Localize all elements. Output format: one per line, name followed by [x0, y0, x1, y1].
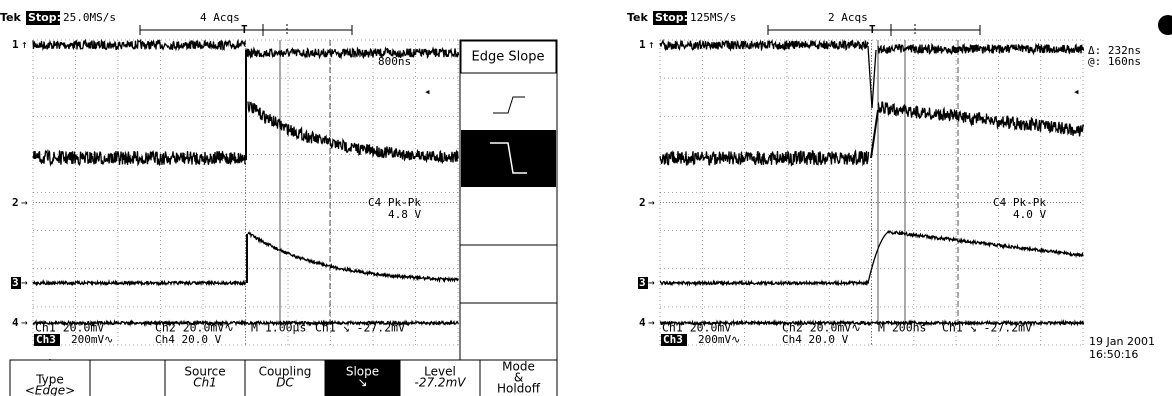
- rising-icon: [493, 97, 525, 113]
- channel-marker: 3: [639, 276, 646, 289]
- cursor-readout: @: 160ns: [1088, 55, 1141, 68]
- button-label: ↘: [357, 376, 367, 390]
- run-state: Stop:: [655, 11, 688, 24]
- brand: Tek: [0, 11, 22, 24]
- button-label: Ch1: [193, 376, 217, 390]
- edge: [871, 110, 878, 158]
- channel-marker: 4: [639, 316, 646, 329]
- channel-marker: 3: [12, 276, 19, 289]
- marker-arrow: →: [21, 316, 28, 329]
- waveform: [33, 151, 246, 165]
- corner-indicator: [1158, 15, 1172, 35]
- button-label: <Edge>: [25, 384, 75, 396]
- timestamp: 16:50:16: [1089, 348, 1138, 361]
- channel-marker: 1: [12, 38, 19, 51]
- screen: TekStop:25.0MS/s4 AcqsT1↑2→3→4→C4 Pk-Pk4…: [0, 0, 1172, 396]
- acquisitions: 4 Acqs: [200, 11, 240, 24]
- status: M 1.00µs: [251, 321, 306, 335]
- status: M 200ns: [878, 321, 926, 335]
- channel-marker: 1: [639, 38, 646, 51]
- waveform: [33, 282, 246, 285]
- sample-rate: 125MS/s: [690, 11, 736, 24]
- measurement-value: 4.0 V: [1013, 208, 1046, 221]
- waveform: [247, 49, 459, 58]
- status: Ch1 ↘ -27.2mV: [315, 321, 405, 335]
- timestamp: 19 Jan 2001: [1089, 335, 1155, 348]
- waveform: [660, 151, 869, 165]
- channel-marker: 2: [12, 196, 19, 209]
- waveform: [878, 102, 1084, 136]
- channel-marker: 4: [12, 316, 19, 329]
- channel-marker: 2: [639, 196, 646, 209]
- marker-arrow: ↑: [648, 38, 655, 51]
- marker-arrow: ↑: [21, 38, 28, 51]
- waveform: [660, 41, 869, 50]
- button-label: -27.2mV: [415, 376, 467, 390]
- waveform: [888, 231, 1084, 256]
- acquisitions: 2 Acqs: [828, 11, 868, 24]
- menu-arrow: ◂: [424, 85, 431, 98]
- status: 200mV∿: [698, 333, 740, 346]
- marker-arrow: →: [648, 316, 655, 329]
- sample-rate: 25.0MS/s: [63, 11, 116, 24]
- marker-arrow: →: [21, 276, 28, 289]
- status: Ch3: [663, 333, 683, 346]
- marker-arrow: →: [648, 276, 655, 289]
- menu-arrow: ◂: [1073, 85, 1080, 98]
- cursor-readout: 800ns: [378, 55, 411, 68]
- button-label: DC: [276, 376, 294, 390]
- waveform: [33, 41, 246, 50]
- run-state: Stop:: [28, 11, 61, 24]
- menu-title: Edge Slope: [472, 50, 545, 65]
- waveform: [660, 282, 869, 285]
- trigger-marker: T: [869, 23, 876, 36]
- button-label: Holdoff: [497, 382, 541, 396]
- marker-arrow: →: [21, 196, 28, 209]
- status: Ch4 20.0 V: [782, 333, 849, 346]
- status: Ch3: [36, 333, 56, 346]
- measurement-value: 4.8 V: [388, 208, 421, 221]
- status: 200mV∿: [71, 333, 113, 346]
- menu-frame: [460, 40, 557, 360]
- status: Ch1 ↘ -27.2mV: [942, 321, 1032, 335]
- brand: Tek: [627, 11, 649, 24]
- trigger-marker: T: [241, 23, 248, 36]
- status: Ch4 20.0 V: [155, 333, 222, 346]
- falling-option: [461, 130, 556, 187]
- waveform: [878, 45, 1084, 54]
- marker-arrow: →: [648, 196, 655, 209]
